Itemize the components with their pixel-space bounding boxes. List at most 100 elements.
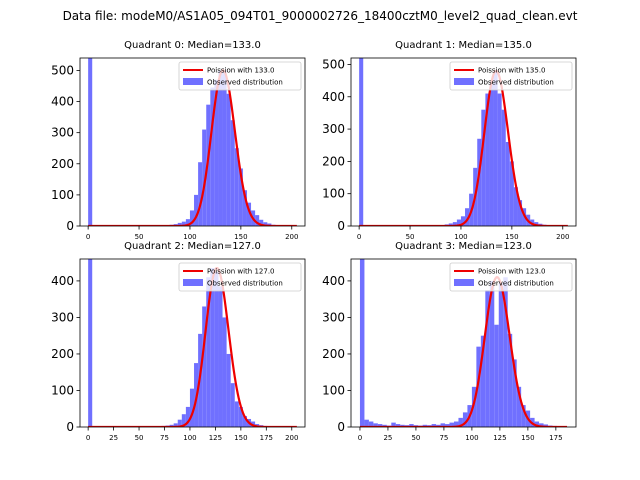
legend-hist-swatch xyxy=(183,279,203,286)
histogram-bar xyxy=(534,222,539,226)
histogram-bar xyxy=(534,421,540,427)
histogram-bar xyxy=(485,290,490,427)
histogram-bar xyxy=(462,412,468,427)
histogram-bar xyxy=(222,70,227,226)
legend-hist-swatch xyxy=(183,78,203,85)
y-tick-label: 500 xyxy=(51,63,74,77)
y-tick-label: 400 xyxy=(322,274,345,288)
legend-label-fit: Poission with 133.0 xyxy=(207,67,275,75)
histogram-bar xyxy=(505,142,510,226)
histogram-bar xyxy=(359,259,365,427)
histogram-bar xyxy=(480,335,486,427)
x-tick-label: 0 xyxy=(357,233,361,241)
legend-hist-swatch xyxy=(454,279,474,286)
y-tick-label: 400 xyxy=(51,95,74,109)
y-tick-label: 0 xyxy=(66,219,74,233)
axes-frame xyxy=(79,258,306,428)
y-tick-label: 300 xyxy=(322,122,345,136)
subplot-quadrant-3: Quadrant 3: Median=123.0 0 100 200 300 400 0 25… xyxy=(322,241,577,442)
histogram-bar xyxy=(210,87,215,226)
legend-label-fit: Poission with 123.0 xyxy=(478,268,546,276)
histogram-bar xyxy=(501,109,506,226)
histogram-bar xyxy=(202,129,207,226)
histogram-bar xyxy=(391,422,396,427)
histogram-bar xyxy=(259,219,264,226)
legend-label-observed: Observed distribution xyxy=(478,79,554,87)
plot-area xyxy=(359,58,568,226)
histogram-bar xyxy=(458,417,463,427)
histogram-bar xyxy=(494,324,499,427)
histogram-bar xyxy=(222,317,227,427)
histogram-bar xyxy=(206,277,211,427)
y-tick-label: 200 xyxy=(51,347,74,361)
x-tick-label: 75 xyxy=(160,434,169,442)
histogram-bar xyxy=(409,424,414,427)
histogram-bar xyxy=(503,277,508,427)
histogram-bar xyxy=(238,168,243,226)
histogram-bar xyxy=(497,93,502,226)
histogram-bar xyxy=(377,424,383,427)
histogram-bar xyxy=(445,424,450,427)
subplot-quadrant-2: Quadrant 2: Median=127.0 0 100 200 300 400 0 25… xyxy=(51,241,306,442)
histogram-bar xyxy=(226,93,231,226)
histogram-bar xyxy=(88,58,93,226)
legend-box xyxy=(449,262,573,292)
histogram-bar xyxy=(202,306,207,427)
histogram-bar xyxy=(507,333,513,427)
histogram-bar xyxy=(181,221,186,226)
histogram-bar xyxy=(449,422,454,427)
y-tick-label: 300 xyxy=(51,126,74,140)
x-tick-label: 25 xyxy=(383,434,392,442)
subplot-quadrant-1: Quadrant 1: Median=135.00100200300400500… xyxy=(322,40,577,241)
histogram-bar xyxy=(452,222,457,226)
y-tick-label: 400 xyxy=(322,90,345,104)
poisson-fit-line xyxy=(359,276,568,427)
histogram-bar xyxy=(242,190,247,226)
y-tick-label: 200 xyxy=(322,347,345,361)
legend: Poission with 123.0 Observed distribution xyxy=(449,262,573,292)
y-tick-label: 100 xyxy=(51,188,74,202)
x-tick-label: 75 xyxy=(439,434,448,442)
histogram-bar xyxy=(88,259,93,427)
x-tick-label: 200 xyxy=(285,434,298,442)
histogram-bar xyxy=(214,271,219,427)
legend-label-fit: Poission with 135.0 xyxy=(478,67,546,75)
histogram-bar xyxy=(218,286,223,427)
y-tick-label: 300 xyxy=(322,310,345,324)
y-tick-label: 200 xyxy=(322,154,345,168)
histogram-bar xyxy=(485,93,490,226)
x-tick-label: 200 xyxy=(556,233,569,241)
histogram-bar xyxy=(234,148,239,226)
histogram-bar xyxy=(431,424,437,427)
x-tick-label: 100 xyxy=(183,233,196,241)
legend-box xyxy=(178,61,302,91)
y-tick-label: 100 xyxy=(51,383,74,397)
x-tick-label: 50 xyxy=(406,233,415,241)
histogram-bar xyxy=(368,421,374,427)
axes-frame xyxy=(350,258,577,428)
legend-label-observed: Observed distribution xyxy=(207,79,283,87)
x-tick-label: 125 xyxy=(493,434,506,442)
histogram-bar xyxy=(177,419,182,427)
histogram-bar xyxy=(185,219,190,226)
histogram-bar xyxy=(177,222,182,226)
histogram-bar xyxy=(210,268,215,427)
histogram-bar xyxy=(465,208,470,226)
subplot-title: Quadrant 2: Median=127.0 xyxy=(124,241,261,252)
subplot-quadrant-0: Quadrant 0: Median=133.00100200300400500… xyxy=(51,40,306,241)
histogram-bar xyxy=(460,216,466,226)
axes-frame xyxy=(79,57,306,227)
histogram-bar xyxy=(230,383,235,427)
axes-frame xyxy=(350,57,577,227)
histogram-bar xyxy=(489,83,494,226)
histogram-bar xyxy=(238,406,243,427)
x-tick-label: 100 xyxy=(183,434,196,442)
legend-label-observed: Observed distribution xyxy=(207,280,283,288)
histogram-bar xyxy=(453,421,459,427)
legend: Poission with 127.0 Observed distribution xyxy=(178,262,302,292)
histogram-bar xyxy=(226,353,231,427)
poisson-fit-line xyxy=(359,69,568,226)
histogram-bar xyxy=(477,138,482,226)
x-tick-label: 25 xyxy=(109,434,118,442)
